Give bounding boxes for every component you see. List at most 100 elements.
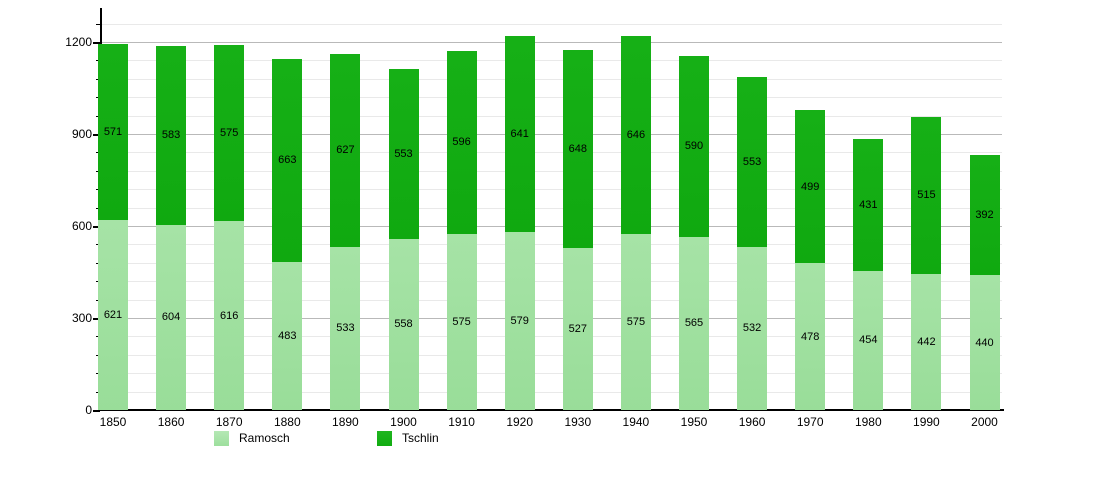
x-axis-label-1970: 1970 (796, 415, 824, 429)
minor-gridline (102, 373, 1002, 375)
bar-segment-ramosch-1860 (156, 224, 187, 410)
bar-segment-tschlin-1940 (620, 35, 651, 234)
y-axis-major-tick (93, 318, 100, 320)
x-axis-label-1950: 1950 (680, 415, 708, 429)
value-label-tschlin-1920: 641 (510, 128, 529, 141)
value-label-ramosch-1870: 616 (220, 309, 239, 322)
value-label-ramosch-1880: 483 (278, 329, 297, 342)
value-label-ramosch-1970: 478 (801, 330, 820, 343)
bar-segment-tschlin-1900 (388, 69, 419, 239)
x-axis-label-1860: 1860 (157, 415, 185, 429)
value-label-ramosch-1940: 575 (626, 315, 646, 328)
value-label-tschlin-1890: 627 (336, 144, 355, 157)
bar-segment-tschlin-1950 (679, 55, 709, 237)
bar-segment-tschlin-1990 (911, 116, 942, 275)
value-label-ramosch-1980: 454 (859, 334, 878, 347)
value-label-ramosch-1920: 579 (510, 315, 529, 328)
value-label-tschlin-1980: 431 (859, 198, 878, 211)
y-axis-label: 0 (85, 403, 92, 417)
bar-segment-ramosch-1960 (737, 246, 768, 410)
bar-segment-ramosch-1950 (679, 236, 709, 410)
y-axis-major-tick (93, 226, 100, 228)
value-label-ramosch-1960: 532 (742, 322, 762, 335)
x-axis-label-1940: 1940 (622, 415, 650, 429)
bar-segment-tschlin-1980 (853, 138, 884, 271)
x-axis-label-1900: 1900 (390, 415, 417, 429)
value-label-tschlin-1860: 583 (161, 129, 181, 142)
bar-segment-ramosch-1990 (911, 274, 942, 410)
bar-segment-tschlin-1930 (562, 49, 593, 249)
value-label-tschlin-1970: 499 (801, 180, 820, 193)
value-label-tschlin-1880: 663 (278, 154, 297, 167)
value-label-ramosch-1990: 442 (917, 336, 936, 349)
legend-swatch-ramosch (214, 431, 229, 446)
value-label-ramosch-1850: 621 (103, 308, 123, 321)
bar-segment-ramosch-1930 (562, 248, 593, 410)
value-label-tschlin-1940: 646 (626, 128, 646, 141)
bar-segment-tschlin-1920 (504, 35, 535, 233)
value-label-ramosch-1930: 527 (568, 323, 587, 336)
y-axis-label: 300 (71, 311, 92, 325)
minor-gridline (102, 60, 1002, 62)
value-label-ramosch-1890: 533 (336, 322, 355, 335)
minor-gridline (102, 97, 1002, 99)
legend-label-tschlin: Tschlin (402, 431, 439, 445)
x-axis-label-1910: 1910 (448, 415, 475, 429)
legend-label-ramosch: Ramosch (239, 431, 290, 445)
y-axis-major-tick (93, 134, 100, 136)
value-label-tschlin-2000: 392 (975, 208, 994, 221)
x-axis-line (100, 409, 1004, 411)
minor-gridline (102, 244, 1002, 246)
minor-gridline (102, 262, 1002, 264)
bar-segment-ramosch-1980 (853, 270, 884, 410)
minor-gridline (102, 391, 1002, 393)
bar-segment-tschlin-1890 (330, 54, 361, 247)
value-label-tschlin-1950: 590 (684, 140, 704, 153)
bar-segment-tschlin-1870 (214, 44, 245, 222)
bar-segment-ramosch-1850 (98, 219, 128, 410)
bar-segment-ramosch-1920 (504, 232, 535, 410)
value-label-ramosch-1910: 575 (452, 315, 471, 328)
value-label-ramosch-1950: 565 (684, 317, 704, 330)
y-axis-major-tick (93, 42, 100, 44)
bar-segment-ramosch-1880 (272, 261, 303, 410)
x-axis-label-1990: 1990 (913, 415, 940, 429)
bar-segment-ramosch-1910 (446, 233, 477, 410)
bar-segment-tschlin-1970 (795, 110, 826, 264)
major-gridline (102, 134, 1002, 135)
bar-segment-ramosch-1870 (214, 221, 245, 410)
bar-segment-tschlin-1860 (156, 45, 187, 225)
minor-gridline (102, 336, 1002, 338)
value-label-ramosch-1900: 558 (394, 318, 413, 331)
x-axis-label-1980: 1980 (854, 415, 882, 429)
value-label-tschlin-1900: 553 (394, 148, 413, 161)
value-label-tschlin-1870: 575 (220, 126, 239, 139)
value-label-tschlin-1850: 571 (103, 126, 123, 138)
minor-gridline (102, 207, 1002, 209)
value-label-ramosch-1860: 604 (161, 311, 181, 324)
value-label-tschlin-1990: 515 (917, 189, 936, 202)
minor-gridline (102, 354, 1002, 356)
value-label-tschlin-1930: 648 (568, 143, 587, 156)
major-gridline (102, 226, 1002, 227)
bar-segment-tschlin-1850 (98, 44, 128, 220)
bar-segment-ramosch-1890 (330, 246, 361, 410)
value-label-tschlin-1910: 596 (452, 136, 471, 149)
y-axis-major-tick (93, 410, 100, 412)
y-axis-label: 600 (71, 219, 92, 233)
major-gridline (102, 318, 1002, 319)
minor-gridline (102, 152, 1002, 154)
x-axis-label-1960: 1960 (738, 415, 766, 429)
minor-gridline (102, 170, 1002, 172)
bar-segment-ramosch-2000 (969, 275, 1000, 410)
bar-segment-ramosch-1940 (620, 233, 651, 410)
bar-segment-tschlin-1910 (446, 50, 477, 234)
y-axis-label: 1200 (65, 35, 92, 49)
x-axis-label-1930: 1930 (564, 415, 592, 429)
x-axis-label-1850: 1850 (99, 415, 127, 429)
x-axis-label-1880: 1880 (273, 415, 301, 429)
minor-gridline (102, 78, 1002, 80)
minor-gridline (102, 115, 1002, 117)
x-axis-label-1890: 1890 (332, 415, 359, 429)
